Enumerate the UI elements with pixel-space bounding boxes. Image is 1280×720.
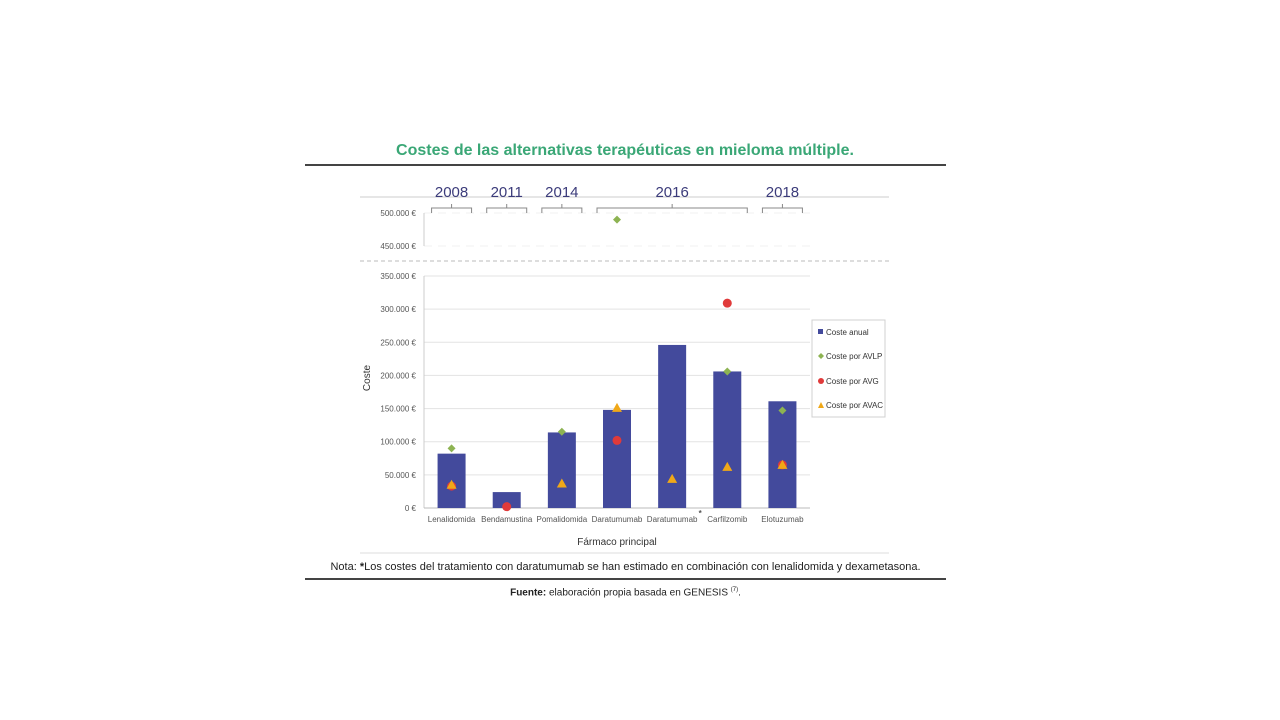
x-axis-title: Fármaco principal — [577, 537, 656, 548]
marker-avg — [612, 435, 622, 445]
x-tick-mark: * — [699, 509, 703, 518]
legend-entry: Coste por AVAC — [826, 401, 883, 410]
bar-coste-anual — [768, 401, 797, 508]
marker-avac — [612, 402, 622, 412]
year-bracket — [761, 204, 803, 213]
legend-swatch-bar — [818, 329, 823, 334]
legend-entry: Coste por AVG — [826, 377, 879, 386]
legend-entry: Coste por AVLP — [826, 352, 882, 361]
y-tick-label: 200.000 € — [380, 371, 416, 380]
marker-avac — [446, 479, 457, 489]
note-prefix: Nota: — [330, 561, 360, 573]
marker-avlp — [613, 215, 621, 224]
source-line: Fuente: elaboración propia basada en GEN… — [305, 587, 946, 598]
year-bracket — [596, 204, 748, 213]
y-axis-title: Coste — [362, 365, 373, 392]
bottom-rule — [305, 578, 946, 580]
legend-box — [811, 319, 886, 418]
marker-avlp — [447, 444, 456, 453]
marker-avac — [777, 459, 788, 469]
y-tick-label: 0 € — [405, 504, 417, 513]
marker-avac — [667, 473, 678, 483]
marker-avg — [722, 298, 732, 308]
marker-avlp — [723, 367, 732, 376]
bar-coste-anual — [547, 432, 576, 508]
year-label: 2018 — [766, 184, 799, 201]
y-tick-label: 50.000 € — [385, 471, 417, 480]
source-ref: (7) — [730, 587, 739, 593]
source-label: Fuente: — [510, 587, 547, 599]
marker-avac — [556, 478, 567, 488]
year-label: 2011 — [491, 184, 523, 201]
marker-avlp — [778, 406, 787, 415]
source-end: . — [738, 587, 741, 599]
x-tick-label: Carfilzomib — [707, 515, 748, 524]
year-label: 2008 — [435, 184, 468, 201]
legend-entry: Coste anual — [826, 328, 869, 337]
note: Nota: *Los costes del tratamiento con da… — [305, 561, 946, 573]
x-tick-label: Elotuzumab — [761, 515, 804, 524]
y-tick-label: 300.000 € — [380, 305, 416, 314]
note-star: * — [359, 561, 365, 573]
x-tick-label: Pomalidomida — [537, 515, 588, 524]
y-tick-label: 150.000 € — [380, 405, 416, 414]
figure-title: Costes de las alternativas terapéuticas … — [396, 142, 854, 159]
bar-coste-anual — [713, 371, 742, 508]
legend-swatch-avg — [818, 378, 824, 384]
y-tick-label: 100.000 € — [380, 438, 416, 447]
source-text: elaboración propia basada en GENESIS — [546, 587, 731, 599]
y-tick-label-upper: 450.000 € — [380, 242, 416, 251]
top-rule — [305, 164, 946, 166]
x-tick-label: Lenalidomida — [428, 515, 476, 524]
year-label: 2014 — [545, 184, 578, 201]
year-bracket — [486, 204, 528, 213]
marker-avac — [722, 461, 733, 471]
y-tick-label: 350.000 € — [380, 272, 416, 281]
x-tick-label: Daratumumab — [592, 515, 643, 524]
marker-avlp — [557, 427, 566, 436]
year-label: 2016 — [655, 184, 688, 201]
x-tick-label: Daratumumab — [647, 515, 698, 524]
legend-swatch-avac — [818, 402, 824, 408]
y-tick-label-upper: 500.000 € — [380, 209, 416, 218]
x-tick-label: Bendamustina — [481, 515, 533, 524]
note-body: Los costes del tratamiento con daratumum… — [364, 561, 921, 573]
y-tick-label: 250.000 € — [380, 338, 416, 347]
bar-coste-anual — [658, 344, 687, 508]
bar-coste-anual — [492, 492, 521, 508]
marker-avg — [502, 502, 512, 512]
year-bracket — [431, 204, 473, 213]
bar-coste-anual — [603, 409, 631, 508]
legend-swatch-avlp — [818, 353, 824, 359]
year-bracket — [541, 204, 583, 213]
